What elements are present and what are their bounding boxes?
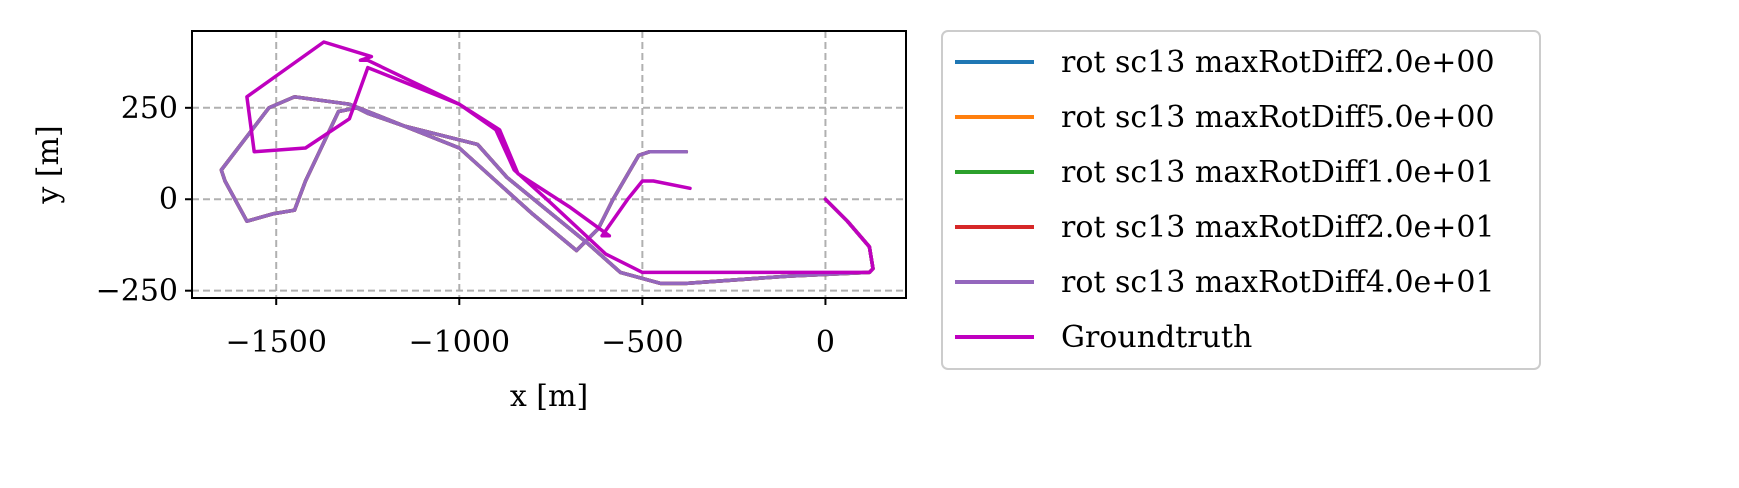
series-line-3 [219, 95, 875, 286]
x-tick-label: −1500 [225, 325, 326, 360]
series-line-4 [219, 95, 875, 286]
legend-entry-label: Groundtruth [1061, 320, 1252, 355]
series-line-1 [219, 95, 875, 286]
x-tick-label: 0 [816, 325, 835, 360]
series-line-5 [245, 40, 875, 275]
y-tick-label: 0 [159, 182, 178, 217]
legend-entry-label: rot sc13 maxRotDiff1.0e+01 [1061, 155, 1495, 190]
x-tick-label: −1000 [409, 325, 510, 360]
y-axis-label: y [m] [31, 125, 66, 204]
legend-entry-label: rot sc13 maxRotDiff2.0e+00 [1061, 45, 1495, 80]
legend-entry-label: rot sc13 maxRotDiff5.0e+00 [1061, 100, 1495, 135]
series-line-2 [219, 95, 875, 286]
grid-lines [192, 31, 906, 298]
legend-entry-label: rot sc13 maxRotDiff4.0e+01 [1061, 265, 1495, 300]
series-line-0 [219, 95, 875, 286]
series-lines [219, 40, 875, 286]
plot-frame [191, 30, 907, 299]
y-tick-label: −250 [96, 274, 178, 309]
y-tick-label: 250 [121, 91, 178, 126]
legend-box [941, 30, 1541, 370]
x-axis-label: x [m] [510, 379, 588, 414]
x-tick-label: −500 [601, 325, 683, 360]
legend-entry-label: rot sc13 maxRotDiff2.0e+01 [1061, 210, 1495, 245]
axis-ticks: −1500 −1000 −500 0 −250 0 250 [96, 91, 835, 360]
legend: rot sc13 maxRotDiff2.0e+00 rot sc13 maxRo… [941, 30, 1541, 370]
